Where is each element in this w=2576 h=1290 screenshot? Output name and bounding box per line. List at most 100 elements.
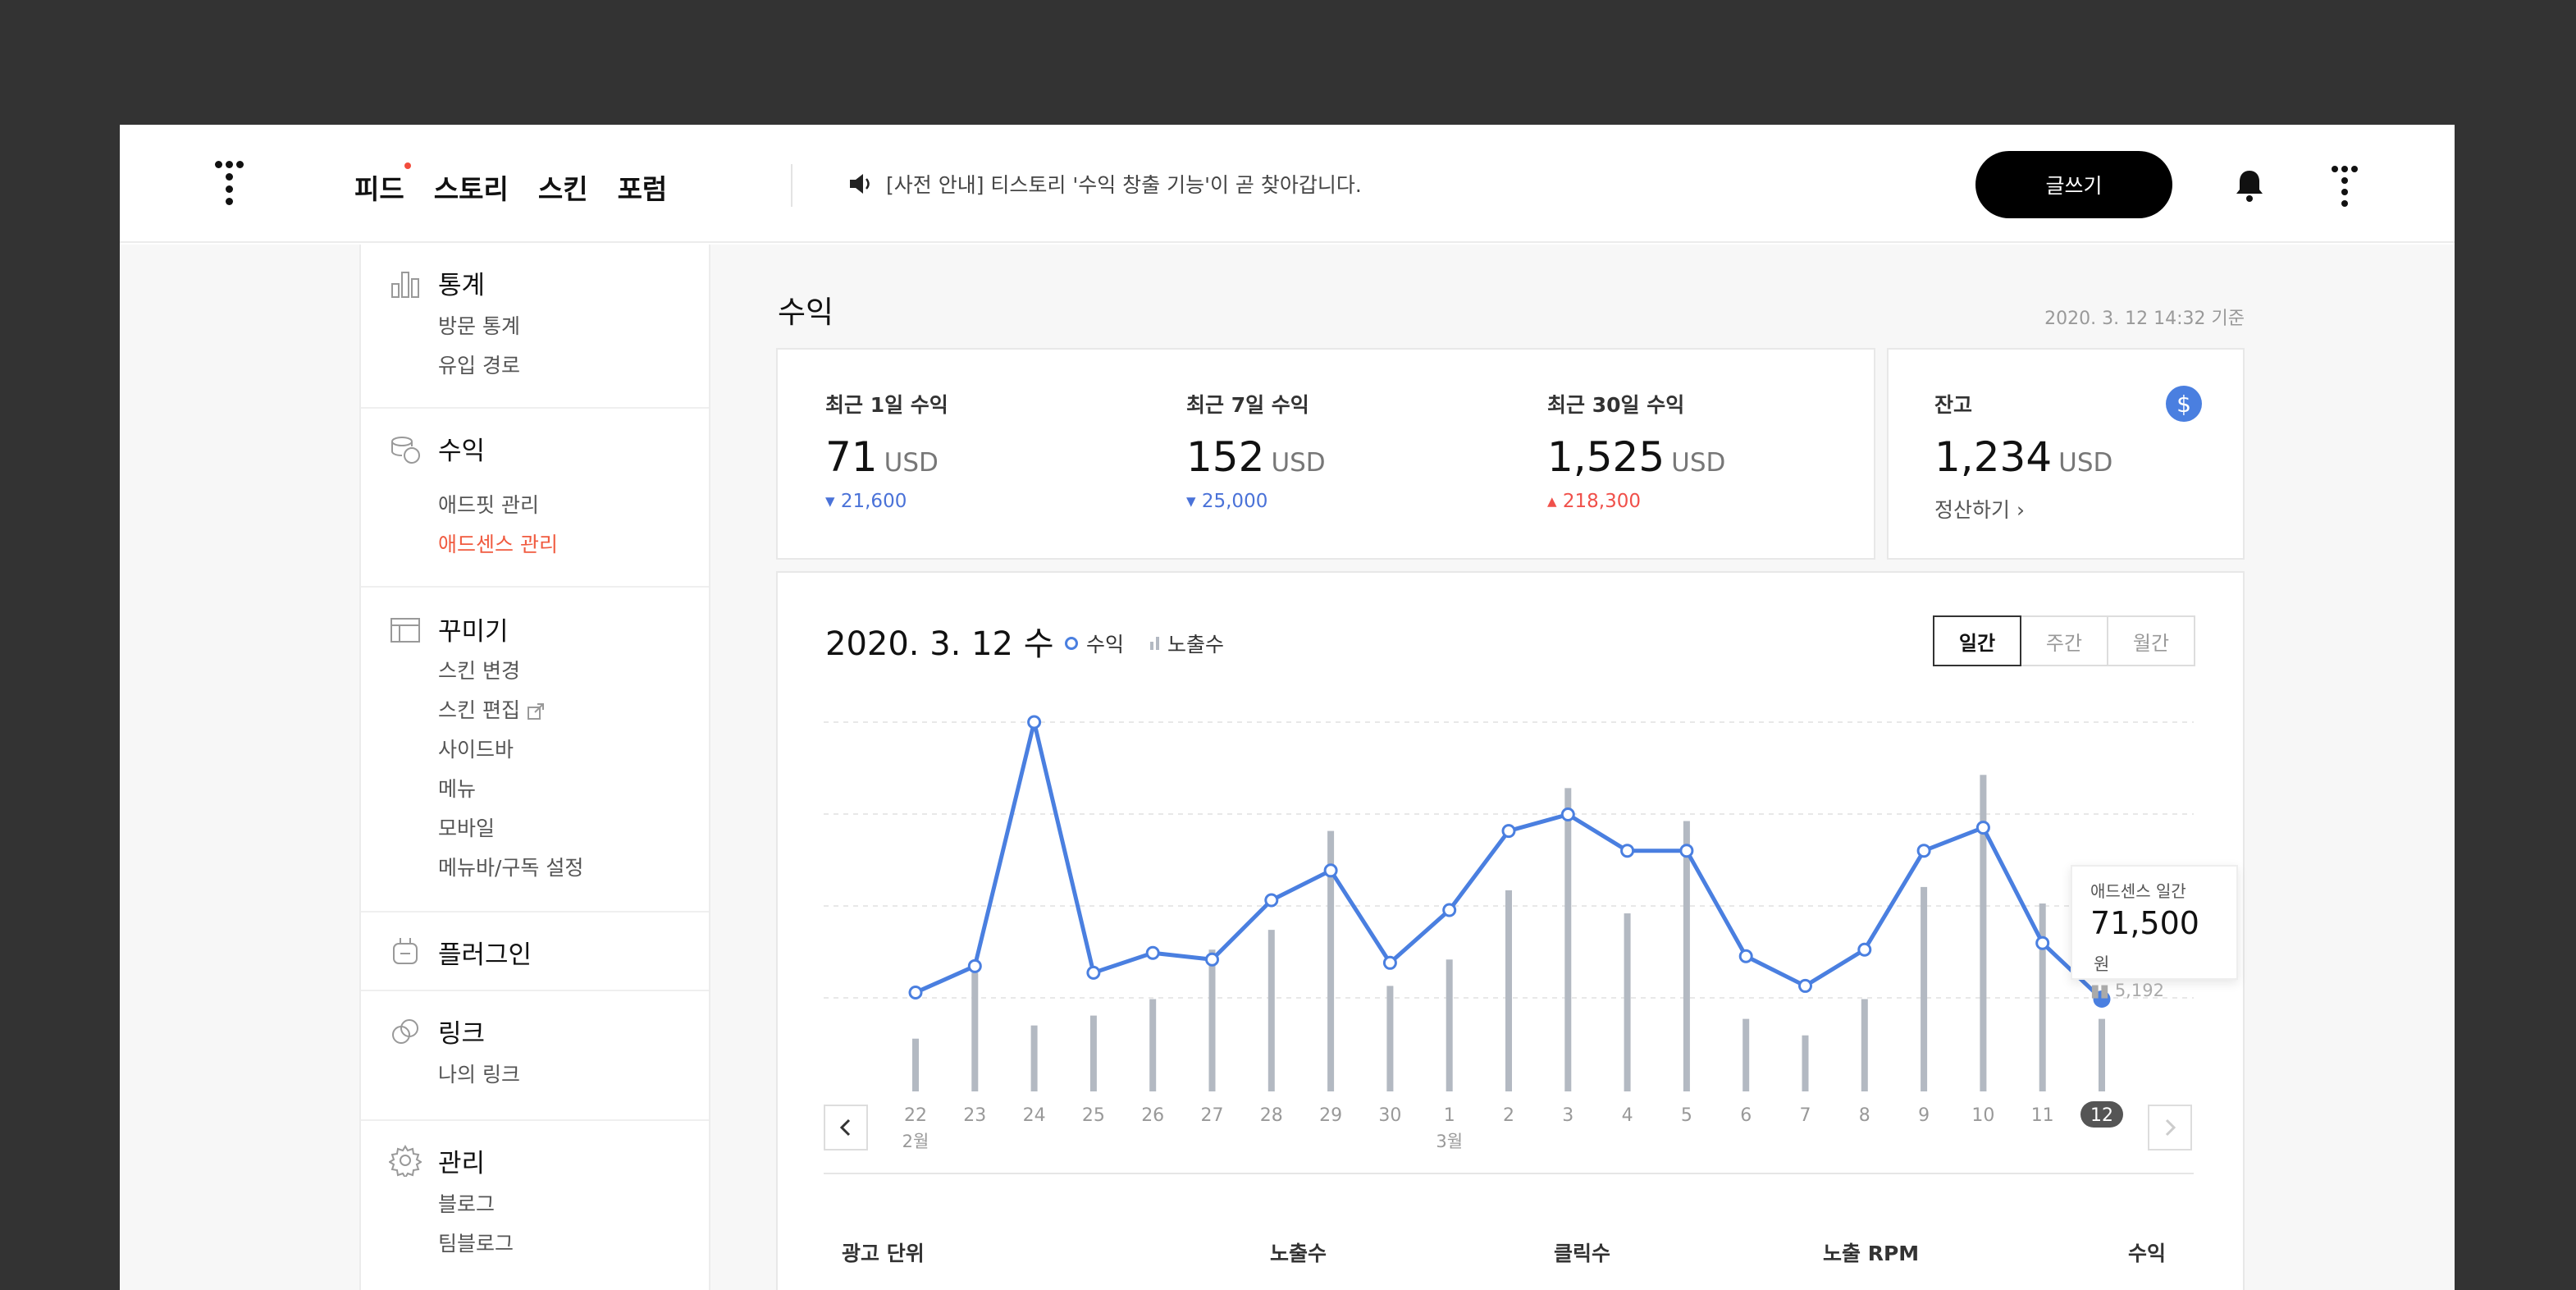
chart-prev-button[interactable] [824,1105,868,1150]
col-ad-unit[interactable]: 광고 단위 [842,1242,925,1265]
sidebar-group-link: 링크 나의 링크 [361,991,709,1121]
impression-bar [1208,949,1216,1091]
sidebar-title-plugin[interactable]: 플러그인 [438,940,532,970]
top-header: 피드 스토리 스킨 포럼 [사전 안내] 티스토리 '수익 창출 기능'이 곧 … [120,125,2455,243]
revenue-point [1916,844,1931,858]
impression-bar [1564,788,1572,1091]
impression-bar [2039,903,2046,1091]
notice-text: [사전 안내] 티스토리 '수익 창출 기능'이 곧 찾아갑니다. [886,173,1362,197]
nav-forum[interactable]: 포럼 [617,173,668,205]
stat-change: ▾ 21,600 [825,491,907,512]
impression-bar [1030,1025,1038,1091]
coins-icon [391,437,420,464]
sidebar-item-blog[interactable]: 블로그 [438,1192,496,1216]
col-rpm[interactable]: 노출 RPM [1823,1242,1920,1265]
updated-timestamp: 2020. 3. 12 14:32 기준 [2044,309,2245,329]
sidebar-item-skin-edit[interactable]: 스킨 편집 [438,694,545,724]
chart-next-button[interactable] [2148,1105,2192,1150]
revenue-point [1560,807,1575,821]
impression-bar [1446,959,1453,1091]
x-tick-label: 22 [904,1105,927,1126]
nav-feed[interactable]: 피드 [354,162,411,207]
x-tick-label: 4 [1622,1105,1633,1126]
sidebar-title-customize[interactable]: 꾸미기 [438,617,509,647]
tooltip-title: 애드센스 일간 [2090,881,2186,901]
notice-banner[interactable]: [사전 안내] 티스토리 '수익 창출 기능'이 곧 찾아갑니다. [848,169,1362,199]
impression-bar [1980,775,1987,1091]
revenue-summary-card: 최근 1일 수익 71 USD ▾ 21,600 최근 7일 수익 152 USD … [776,348,1875,560]
sidebar-item-skin-change[interactable]: 스킨 변경 [438,659,520,683]
period-weekly-button[interactable]: 주간 [2020,615,2108,666]
sidebar-title-manage[interactable]: 관리 [438,1149,486,1178]
tistory-logo[interactable] [215,161,264,207]
nav-skin[interactable]: 스킨 [537,173,588,205]
revenue-point [1205,952,1219,967]
x-tick-label: 8 [1859,1105,1870,1126]
period-monthly-button[interactable]: 월간 [2107,615,2195,666]
col-impressions[interactable]: 노출수 [1270,1242,1327,1265]
x-tick-label: 5 [1681,1105,1692,1126]
col-clicks[interactable]: 클릭수 [1554,1242,1611,1265]
x-tick-label: 27 [1201,1105,1224,1126]
revenue-point [1501,824,1516,839]
x-tick-label: 9 [1918,1105,1930,1126]
sidebar-item-referrer[interactable]: 유입 경로 [438,354,520,377]
circle-marker-icon [1065,637,1078,650]
x-tick-label: 12 [2090,1105,2113,1126]
sidebar-item-adfit[interactable]: 애드핏 관리 [438,493,539,517]
app-window: 피드 스토리 스킨 포럼 [사전 안내] 티스토리 '수익 창출 기능'이 곧 … [120,125,2455,1290]
sidebar-item-mobile[interactable]: 모바일 [438,817,496,840]
balance-card: 잔고 1,234 USD 정산하기 › $ [1887,348,2245,560]
sidebar-group-stats: 통계 방문 통계 유입 경로 [361,245,709,409]
period-selector: 일간 주간 월간 [1933,615,2195,666]
sidebar-title-revenue[interactable]: 수익 [438,437,486,466]
sidebar-group-customize: 꾸미기 스킨 변경 스킨 편집 사이드바 메뉴 모바일 메뉴바/구독 설정 [361,588,709,913]
sidebar-item-adsense[interactable]: 애드센스 관리 [438,533,558,556]
sidebar-group-plugin: 플러그인 [361,913,709,991]
sidebar-item-menubar[interactable]: 메뉴바/구독 설정 [438,856,584,880]
impression-bar [1267,930,1275,1091]
impression-bar [1624,913,1631,1091]
new-dot-icon [404,162,411,169]
revenue-point [1798,978,1812,993]
sidebar-item-visit-stats[interactable]: 방문 통계 [438,314,520,338]
revenue-point [1620,844,1635,858]
settle-link[interactable]: 정산하기 › [1934,498,2025,522]
stat-label: 최근 1일 수익 [825,393,948,417]
sidebar-item-sidebar[interactable]: 사이드바 [438,738,514,762]
col-revenue[interactable]: 수익 [2128,1242,2167,1265]
balance-label: 잔고 [1934,393,1973,417]
bars-marker-icon [1150,637,1160,650]
write-button[interactable]: 글쓰기 [1975,151,2172,218]
layout-icon [391,618,420,643]
stat-30day: 최근 30일 수익 1,525 USD ▴ 218,300 [1547,389,1725,512]
x-month-label: 3월 [1436,1132,1463,1151]
bell-icon[interactable] [2233,167,2266,204]
revenue-point [1857,942,1872,957]
sidebar-item-menu[interactable]: 메뉴 [438,777,477,801]
chevron-left-icon [839,1118,851,1137]
more-menu-icon[interactable] [2332,166,2368,207]
nav-story[interactable]: 스토리 [433,173,509,205]
impression-bar [1861,999,1868,1091]
sidebar-title-stats[interactable]: 통계 [438,271,486,300]
sidebar: 통계 방문 통계 유입 경로 수익 애드핏 관리 애드센스 관리 [359,245,710,1290]
stat-label: 최근 7일 수익 [1186,393,1309,417]
external-link-icon [527,703,544,720]
tooltip-value: 71,500원 [2090,905,2199,974]
sidebar-group-revenue: 수익 애드핏 관리 애드센스 관리 [361,409,709,588]
x-tick-label: 24 [1023,1105,1046,1126]
revenue-point [1027,715,1042,730]
impression-bar [1921,886,1928,1091]
chevron-right-icon [2165,1118,2176,1137]
impression-bar [1149,999,1157,1091]
sidebar-item-team-blog[interactable]: 팀블로그 [438,1232,514,1256]
stat-value: 1,525 USD [1547,433,1726,481]
x-tick-label: 30 [1378,1105,1401,1126]
x-tick-label: 6 [1740,1105,1752,1126]
legend-revenue: 수익 [1065,629,1124,658]
x-tick-label: 26 [1141,1105,1164,1126]
sidebar-item-my-link[interactable]: 나의 링크 [438,1063,520,1086]
sidebar-title-link[interactable]: 링크 [438,1019,486,1049]
period-daily-button[interactable]: 일간 [1933,615,2021,666]
